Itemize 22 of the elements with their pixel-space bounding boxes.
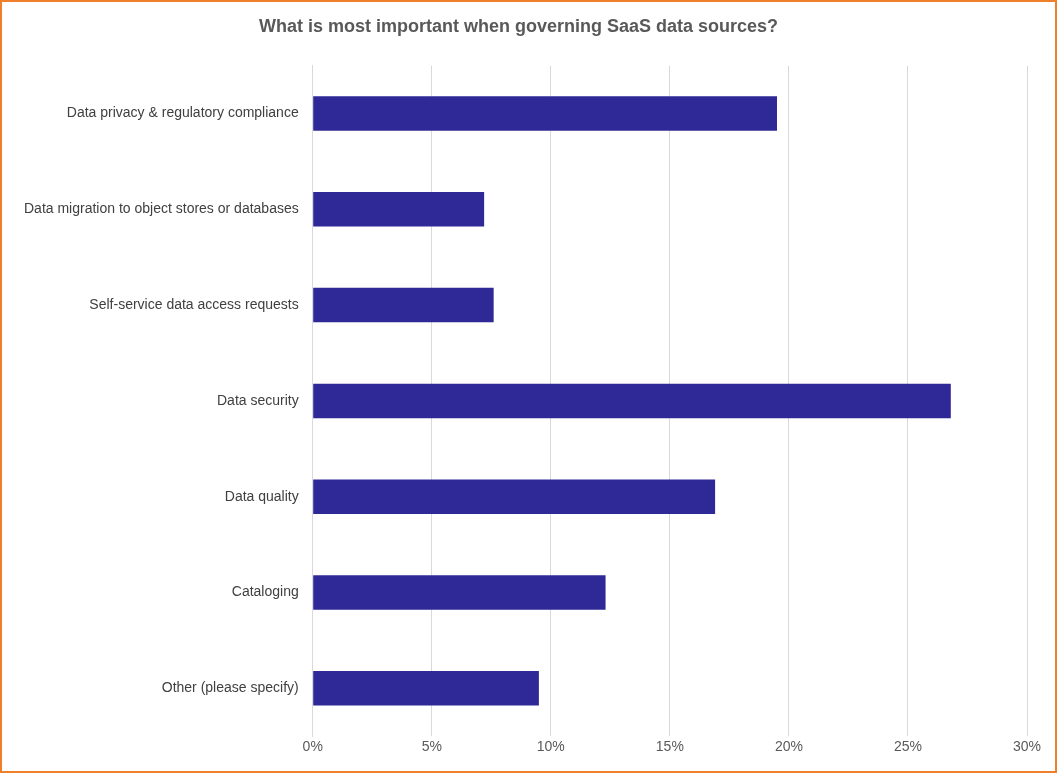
x-tick-label: 0% (302, 738, 323, 755)
x-tick-label: 30% (1012, 738, 1042, 755)
x-tick-label: 5% (421, 738, 442, 755)
y-tick-label: Other (please specify) (161, 679, 299, 696)
y-tick-label: Self-service data access requests (89, 295, 299, 312)
bar (313, 671, 539, 706)
x-tick-label: 25% (893, 738, 922, 755)
y-tick-label: Data quality (224, 487, 299, 504)
bar (313, 479, 716, 514)
bar (313, 383, 951, 419)
bar (313, 192, 485, 227)
chart-title: What is most important when governing SaaS data sources? (258, 15, 779, 36)
y-tick-label: Cataloging (231, 583, 299, 600)
y-tick-label: Data migration to object stores or databases (24, 200, 299, 217)
y-tick-label: Data privacy & regulatory compliance (66, 104, 299, 121)
bar (313, 575, 606, 610)
bar (313, 96, 777, 131)
bar (313, 287, 494, 323)
x-tick-label: 10% (536, 738, 565, 755)
x-tick-label: 20% (774, 738, 803, 755)
y-tick-label: Data security (217, 391, 299, 408)
x-tick-label: 15% (655, 738, 684, 755)
